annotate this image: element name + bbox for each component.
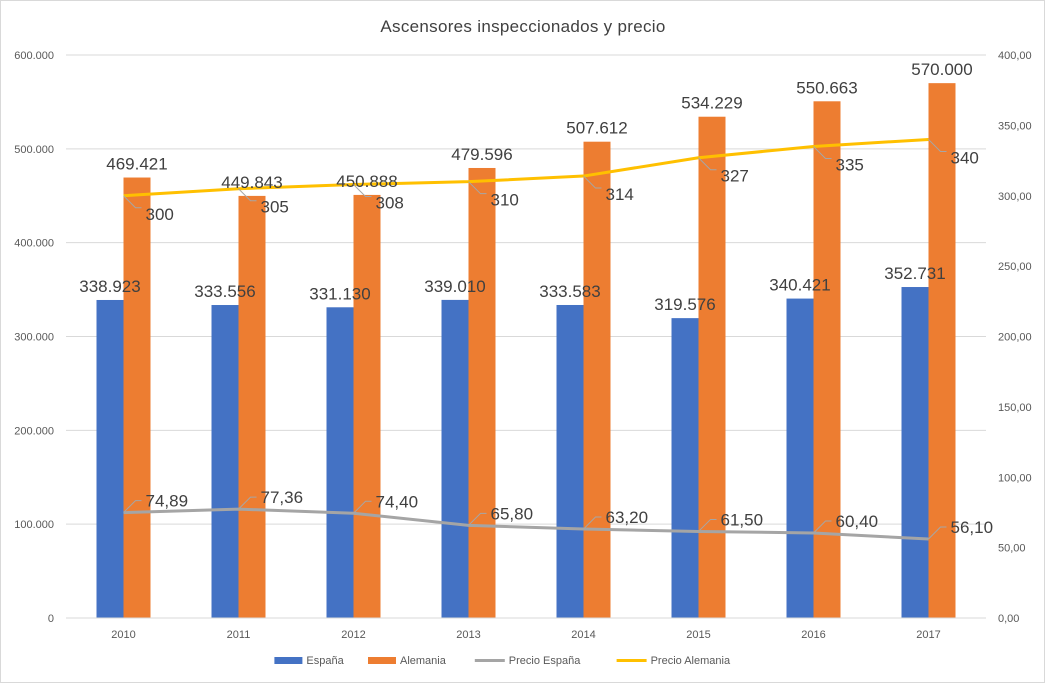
left-tick-label: 100.000 xyxy=(14,519,54,531)
left-tick-label: 400.000 xyxy=(14,238,54,250)
data-label-precio-espana: 60,40 xyxy=(836,512,879,531)
right-tick-label: 350,00 xyxy=(998,120,1032,132)
right-tick-label: 300,00 xyxy=(998,191,1032,203)
legend-label: Precio Alemania xyxy=(651,655,731,667)
left-tick-label: 500.000 xyxy=(14,144,54,156)
bar-espana xyxy=(212,305,239,618)
data-label-espana: 333.556 xyxy=(194,282,255,301)
legend-item-precio-espana: Precio España xyxy=(475,655,581,667)
data-label-precio-espana: 63,20 xyxy=(606,508,649,527)
data-label-espana: 340.421 xyxy=(769,276,830,295)
left-tick-label: 200.000 xyxy=(14,425,54,437)
legend-label: España xyxy=(306,655,344,667)
data-label-espana: 331.130 xyxy=(309,284,370,303)
right-tick-label: 200,00 xyxy=(998,332,1032,344)
legend-swatch xyxy=(274,657,302,664)
data-label-alemania: 449.843 xyxy=(221,173,282,192)
bar-alemania xyxy=(124,178,151,618)
left-tick-label: 600.000 xyxy=(14,50,54,62)
right-tick-label: 100,00 xyxy=(998,472,1032,484)
data-label-precio-alemania: 327 xyxy=(721,167,749,186)
data-label-alemania: 479.596 xyxy=(451,145,512,164)
bar-alemania xyxy=(239,196,266,618)
data-label-precio-alemania: 340 xyxy=(951,148,979,167)
data-label-precio-alemania: 335 xyxy=(836,155,864,174)
data-label-precio-alemania: 305 xyxy=(261,198,289,217)
bar-alemania xyxy=(354,195,381,618)
bar-espana xyxy=(97,300,124,618)
legend: España Alemania Precio España Precio Aleman… xyxy=(274,655,731,667)
legend-label: Precio España xyxy=(509,655,581,667)
x-axis: 2010 2011 2012 2013 2014 2015 2016 2017 xyxy=(66,618,986,641)
data-label-alemania: 570.000 xyxy=(911,60,972,79)
left-tick-label: 0 xyxy=(48,613,54,625)
data-label-espana: 352.731 xyxy=(884,264,945,283)
data-label-alemania: 450.888 xyxy=(336,172,397,191)
right-axis: 0,00 50,00 100,00 150,00 200,00 250,00 300,00 3… xyxy=(998,50,1032,625)
bar-espana xyxy=(557,305,584,618)
legend-label: Alemania xyxy=(400,655,447,667)
chart-title: Ascensores inspeccionados y precio xyxy=(380,17,665,36)
x-tick-label: 2017 xyxy=(916,629,940,641)
left-tick-label: 300.000 xyxy=(14,332,54,344)
data-label-precio-espana: 74,89 xyxy=(146,492,189,511)
data-label-espana: 339.010 xyxy=(424,277,485,296)
x-tick-label: 2011 xyxy=(227,629,251,641)
data-label-espana: 333.583 xyxy=(539,282,600,301)
data-label-precio-alemania: 310 xyxy=(491,191,519,210)
data-label-alemania: 550.663 xyxy=(796,78,857,97)
bar-espana xyxy=(787,299,814,618)
data-label-alemania: 507.612 xyxy=(566,119,627,138)
legend-item-espana: España xyxy=(274,655,344,667)
data-label-precio-espana: 61,50 xyxy=(721,510,764,529)
x-tick-label: 2012 xyxy=(341,629,365,641)
right-tick-label: 50,00 xyxy=(998,543,1026,555)
data-label-precio-espana: 74,40 xyxy=(376,492,419,511)
data-label-precio-alemania: 308 xyxy=(376,193,404,212)
data-label-espana: 319.576 xyxy=(654,295,715,314)
bar-alemania xyxy=(814,101,841,618)
data-label-espana: 338.923 xyxy=(79,277,140,296)
x-tick-label: 2014 xyxy=(571,629,595,641)
data-label-alemania: 469.421 xyxy=(106,155,167,174)
bar-alemania xyxy=(584,142,611,618)
bar-espana xyxy=(672,318,699,618)
data-label-precio-espana: 65,80 xyxy=(491,504,534,523)
data-label-alemania: 534.229 xyxy=(681,94,742,113)
data-label-precio-alemania: 300 xyxy=(146,205,174,224)
bar-espana xyxy=(902,287,929,618)
legend-item-alemania: Alemania xyxy=(368,655,447,667)
bar-espana xyxy=(442,300,469,618)
right-tick-label: 400,00 xyxy=(998,50,1032,62)
bar-alemania xyxy=(699,117,726,618)
bar-espana xyxy=(327,307,354,618)
data-label-precio-espana: 56,10 xyxy=(951,518,994,537)
bar-alemania xyxy=(469,168,496,618)
data-label-precio-alemania: 314 xyxy=(606,185,634,204)
bars xyxy=(97,83,956,618)
x-tick-label: 2015 xyxy=(686,629,710,641)
x-tick-label: 2016 xyxy=(801,629,825,641)
x-tick-label: 2010 xyxy=(111,629,135,641)
right-tick-label: 250,00 xyxy=(998,261,1032,273)
right-tick-label: 0,00 xyxy=(998,613,1019,625)
x-tick-label: 2013 xyxy=(456,629,480,641)
legend-item-precio-alemania: Precio Alemania xyxy=(617,655,731,667)
right-tick-label: 150,00 xyxy=(998,402,1032,414)
data-label-precio-espana: 77,36 xyxy=(261,488,304,507)
left-axis: 0 100.000 200.000 300.000 400.000 500.000 600.… xyxy=(14,50,54,625)
legend-swatch xyxy=(368,657,396,664)
